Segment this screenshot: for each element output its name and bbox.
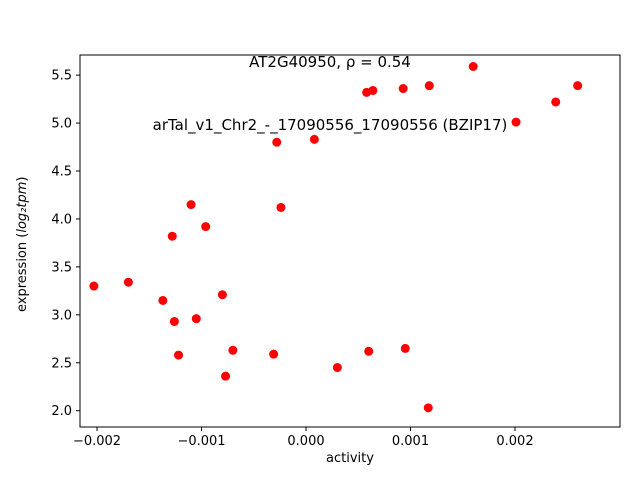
data-point xyxy=(364,346,374,356)
data-point xyxy=(368,85,378,95)
data-point xyxy=(332,363,342,373)
data-point xyxy=(186,200,196,210)
y-axis-label: expression (log₂tpm) xyxy=(15,177,30,312)
data-point xyxy=(511,117,521,127)
data-point xyxy=(228,345,238,355)
data-point xyxy=(217,290,227,300)
data-point xyxy=(309,134,319,144)
y-axis-label-prefix: expression ( xyxy=(15,232,30,312)
y-axis-label-math: log₂tpm xyxy=(15,181,30,233)
x-tick-label: −0.001 xyxy=(177,434,225,449)
data-point xyxy=(269,349,279,359)
chart-title: AT2G40950, ρ = 0.54 arTal_v1_Chr2_-_1709… xyxy=(20,10,640,178)
y-tick-label: 5.0 xyxy=(51,117,72,132)
chart-title-line1: AT2G40950, ρ = 0.54 xyxy=(249,53,411,71)
data-point xyxy=(123,277,133,287)
data-point xyxy=(158,295,168,305)
x-tick-label: 0.002 xyxy=(496,434,533,449)
y-tick-label: 5.5 xyxy=(51,69,72,84)
data-point xyxy=(167,231,177,241)
x-tick-label: −0.002 xyxy=(73,434,121,449)
y-tick-label: 3.5 xyxy=(51,260,72,275)
chart-title-line2: arTal_v1_Chr2_-_17090556_17090556 (BZIP1… xyxy=(152,116,508,134)
data-point xyxy=(398,84,408,94)
y-axis-label-suffix: ) xyxy=(15,176,30,182)
data-point xyxy=(169,317,179,327)
y-tick-label: 2.0 xyxy=(51,404,72,419)
data-point xyxy=(424,81,434,91)
data-point xyxy=(423,403,433,413)
data-point xyxy=(551,97,561,107)
y-tick-label: 2.5 xyxy=(51,356,72,371)
y-tick-label: 4.5 xyxy=(51,165,72,180)
y-tick-label: 4.0 xyxy=(51,212,72,227)
data-point xyxy=(174,350,184,360)
y-tick-label: 3.0 xyxy=(51,308,72,323)
data-point xyxy=(468,62,478,72)
data-point xyxy=(276,202,286,212)
data-point xyxy=(221,371,231,381)
x-axis-label: activity xyxy=(326,451,374,466)
data-point xyxy=(89,281,99,291)
data-point xyxy=(191,314,201,324)
x-tick-label: 0.001 xyxy=(392,434,429,449)
data-point xyxy=(201,222,211,232)
data-point xyxy=(573,81,583,91)
x-tick-label: 0.000 xyxy=(287,434,324,449)
data-point xyxy=(400,343,410,353)
axes-frame xyxy=(79,54,621,428)
data-point xyxy=(272,137,282,147)
